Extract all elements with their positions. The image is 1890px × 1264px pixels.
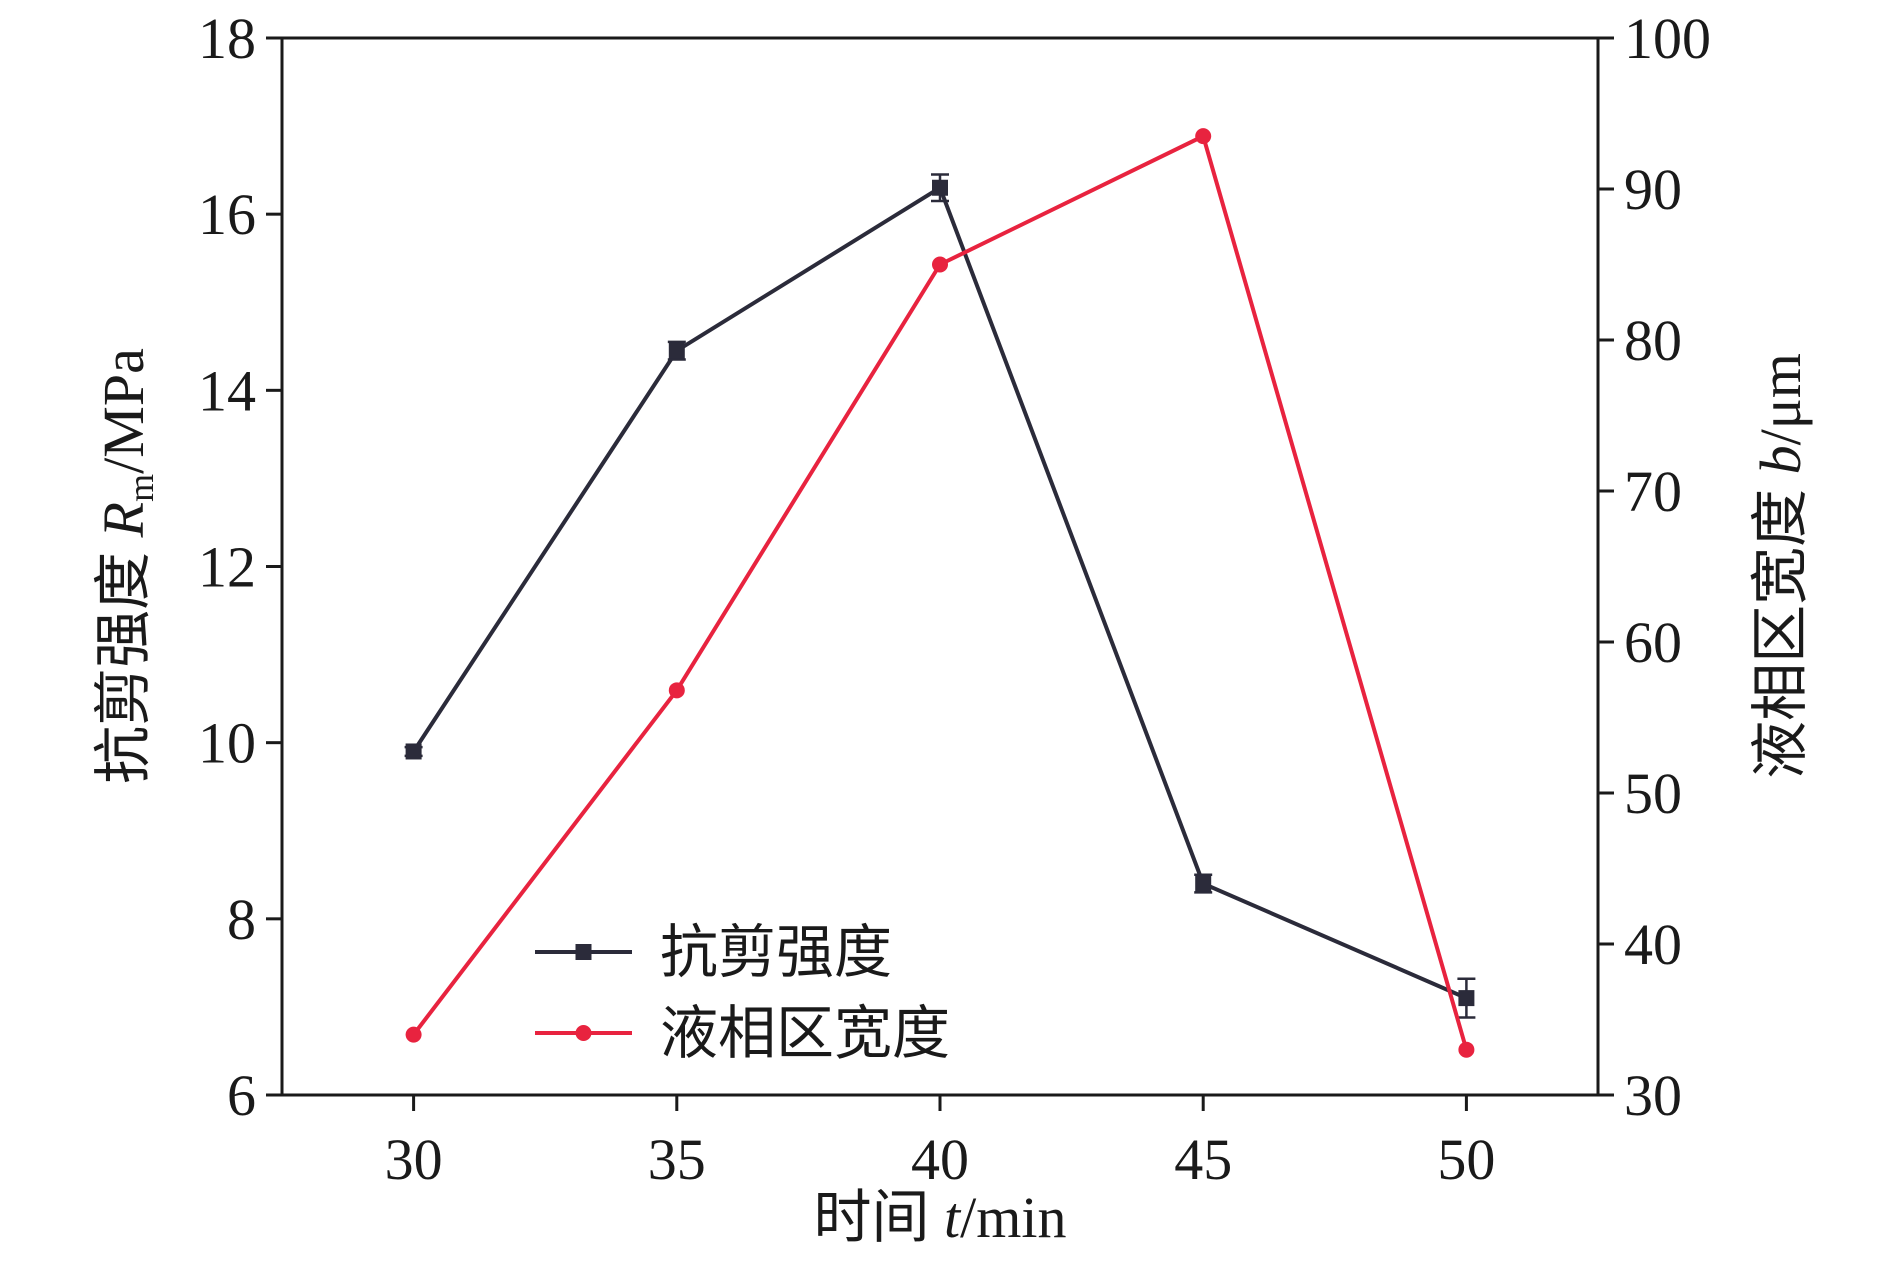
series-1 [404,173,1476,1019]
y-left-tick-label: 12 [198,535,256,600]
data-point [405,1026,422,1043]
y-right-title-prefix: 液相区宽度 [1748,474,1813,779]
series-line [411,184,1468,1000]
data-point [668,342,685,359]
y-right-tick-label: 60 [1624,610,1682,675]
y-right-tick-label: 40 [1624,912,1682,977]
y-left-title-unit: /MPa [91,348,156,474]
x-tick-label: 30 [385,1127,443,1192]
y-right-tick-label: 30 [1624,1063,1682,1128]
legend-swatch-marker [575,944,592,960]
y-right-tick-label: 100 [1624,6,1711,71]
y-axis-left-title: 抗剪强度 Rm/MPa [91,348,161,784]
x-axis-title: 时间 t/min [814,1185,1067,1250]
x-tick-label: 50 [1437,1127,1495,1192]
data-point [932,256,948,273]
y-right-tick-label: 50 [1624,761,1682,826]
legend-item: 抗剪强度 [535,920,892,985]
y-right-tick-label: 90 [1624,157,1682,222]
series-2 [405,128,1475,1058]
x-axis-title-var: t [944,1185,962,1250]
x-tick-label: 40 [911,1127,969,1192]
y-right-tick-label: 80 [1624,308,1682,373]
y-axis-right: 30 40 50 60 70 80 90 100 [1598,6,1711,1128]
y-left-tick-label: 18 [198,6,256,71]
y-right-tick-label: 70 [1624,459,1682,524]
x-axis-title-prefix: 时间 [814,1185,945,1250]
series-line [412,133,1469,1051]
y-right-title-var: b [1748,445,1813,474]
y-axis-right-title: 液相区宽度 b/μm [1748,353,1813,779]
x-tick-label: 35 [648,1127,706,1192]
data-point [932,179,948,196]
legend-label: 液相区宽度 [660,1001,950,1066]
y-left-title-prefix: 抗剪强度 [91,537,156,784]
data-point [1195,875,1212,892]
y-left-tick-label: 16 [198,182,256,247]
y-left-tick-label: 10 [198,711,256,776]
data-point [1195,128,1212,145]
data-point [668,682,685,699]
x-tick-label: 45 [1174,1127,1232,1192]
series-layer [404,128,1476,1058]
data-point [405,743,422,760]
legend-swatch-marker [575,1025,592,1041]
x-axis-title-unit: /min [960,1185,1066,1250]
y-right-title-unit: /μm [1748,353,1813,445]
y-left-tick-label: 6 [227,1063,256,1128]
y-left-tick-label: 14 [198,358,256,423]
y-left-title-var: R [91,502,156,538]
legend-item: 液相区宽度 [535,1001,950,1066]
x-axis: 30 35 40 45 50 [385,1095,1495,1192]
y-axis-left: 6 8 10 12 14 16 18 [198,6,282,1128]
y-left-tick-label: 8 [227,887,256,952]
legend-label: 抗剪强度 [660,920,892,985]
data-point [1458,1041,1475,1058]
y-left-title-subscript: m [121,474,161,502]
data-point [1458,990,1475,1007]
